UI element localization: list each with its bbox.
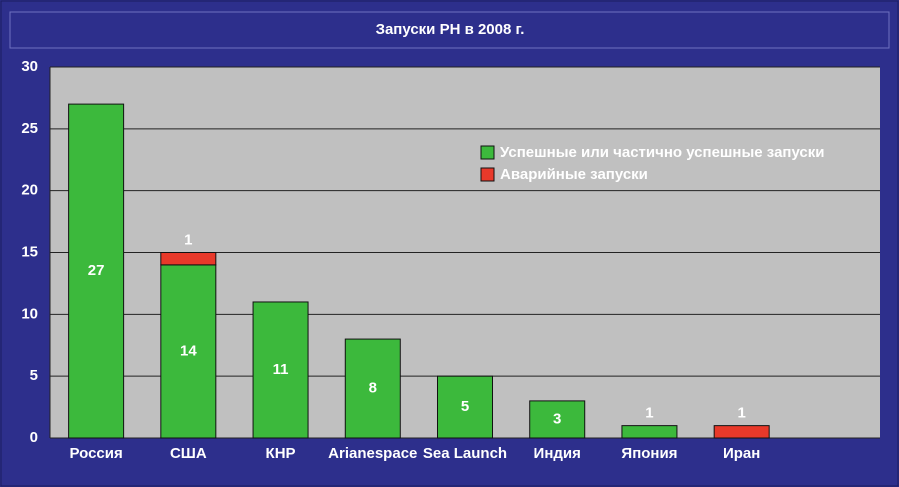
legend-swatch [480,145,495,160]
y-tick-label: 30 [21,58,38,75]
bar-segment [344,338,401,439]
bar-segment [437,375,493,439]
x-tick-label: Индия [534,445,581,462]
x-tick-label: Япония [621,445,677,462]
bar-segment [160,264,217,439]
x-tick-label: КНР [266,445,296,462]
bar-segment [68,103,125,439]
data-label: 14 [180,342,197,359]
data-label: 8 [369,380,377,397]
data-label: 11 [273,361,289,378]
bar-segment [160,252,217,266]
y-tick-label: 25 [21,120,38,137]
data-label: 27 [88,262,105,279]
x-tick-label: Россия [69,445,122,462]
bar-segment [529,400,586,439]
legend-label: Успешные или частично успешные запуски [500,144,825,161]
legend-swatch [480,167,495,182]
y-tick-label: 15 [21,243,38,260]
x-tick-label: Sea Launch [423,445,507,462]
bar-segment [713,425,770,439]
legend-label: Аварийные запуски [500,166,648,183]
y-tick-label: 5 [30,367,38,384]
data-label: 1 [645,405,653,422]
title-box [9,11,890,49]
y-tick-label: 0 [30,429,38,446]
chart-title: Запуски РН в 2008 г. [376,21,525,38]
x-tick-label: Arianespace [328,445,417,462]
data-label: 1 [737,405,745,422]
x-tick-label: Иран [723,445,760,462]
y-tick-label: 10 [21,305,38,322]
data-label: 1 [184,231,192,248]
data-label: 3 [553,410,561,427]
bar-segment [252,301,309,439]
x-tick-label: США [170,445,207,462]
bar-segment [621,425,678,439]
y-tick-label: 20 [21,182,38,199]
data-label: 5 [461,398,469,415]
